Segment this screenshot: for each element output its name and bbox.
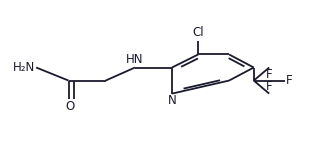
Text: Cl: Cl <box>193 26 204 39</box>
Text: F: F <box>266 80 272 93</box>
Text: O: O <box>65 100 75 113</box>
Text: HN: HN <box>126 53 144 66</box>
Text: H₂N: H₂N <box>12 61 35 74</box>
Text: F: F <box>266 68 272 81</box>
Text: N: N <box>168 94 176 107</box>
Text: F: F <box>286 74 293 87</box>
